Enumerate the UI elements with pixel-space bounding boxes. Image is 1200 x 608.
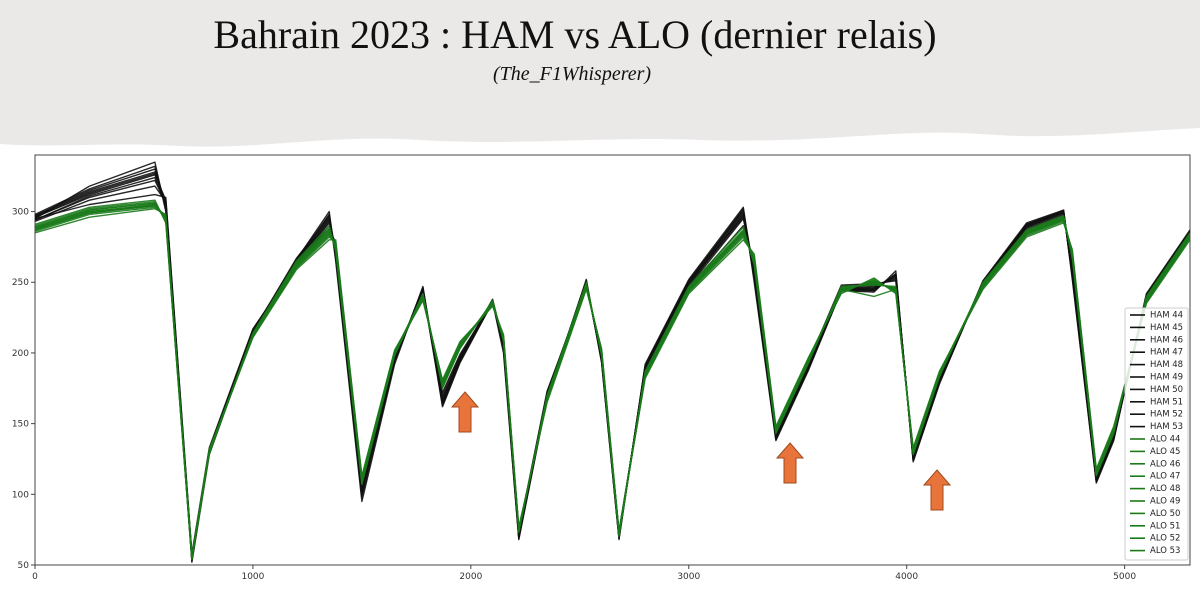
x-tick-label: 3000 [677, 572, 700, 582]
legend-label: HAM 45 [1150, 323, 1183, 333]
legend-label: HAM 49 [1150, 373, 1183, 383]
legend-label: HAM 50 [1150, 385, 1183, 395]
arrow [775, 442, 805, 484]
x-tick-label: 0 [32, 572, 38, 582]
legend-label: ALO 47 [1150, 472, 1180, 482]
x-tick-label: 5000 [1113, 572, 1136, 582]
legend-label: ALO 51 [1150, 521, 1180, 531]
legend-label: HAM 44 [1150, 311, 1183, 321]
arrow [922, 469, 952, 511]
x-tick-label: 2000 [459, 572, 482, 582]
legend-label: HAM 53 [1150, 422, 1183, 432]
annotations [450, 391, 952, 511]
legend-label: ALO 45 [1150, 447, 1180, 457]
y-tick-label: 100 [12, 490, 29, 500]
lines [35, 161, 1190, 563]
y-tick-label: 250 [12, 278, 29, 288]
arrow [450, 391, 480, 433]
legend-box [1124, 307, 1189, 561]
plot-frame [34, 154, 1191, 566]
legend-label: ALO 53 [1150, 546, 1180, 556]
series-line [35, 202, 1190, 559]
chart-subtitle: (The_F1Whisperer) [493, 63, 651, 85]
legend-label: HAM 46 [1150, 335, 1183, 345]
legend-label: ALO 46 [1150, 459, 1180, 469]
header-band [0, 0, 1200, 147]
chart-title: Bahrain 2023 : HAM vs ALO (dernier relai… [213, 12, 936, 57]
y-tick-label: 50 [18, 561, 30, 571]
y-tick-label: 200 [12, 349, 29, 359]
y-tick-label: 150 [12, 420, 29, 430]
legend-label: ALO 44 [1150, 435, 1180, 445]
legend-label: HAM 47 [1150, 348, 1183, 358]
y-tick-label: 300 [12, 208, 29, 218]
legend-label: HAM 51 [1150, 397, 1183, 407]
legend-label: ALO 48 [1150, 484, 1180, 494]
legend-label: HAM 52 [1150, 410, 1183, 420]
legend: HAM 44 HAM 45 HAM 46 HAM 47 HAM 48 HAM 49 HAM … [1130, 311, 1183, 556]
x-tick-label: 1000 [241, 572, 264, 582]
x-tick-label: 4000 [895, 572, 918, 582]
legend-label: ALO 50 [1150, 509, 1180, 519]
legend-label: ALO 52 [1150, 534, 1180, 544]
legend-label: ALO 49 [1150, 497, 1180, 507]
legend-label: HAM 48 [1150, 360, 1183, 370]
